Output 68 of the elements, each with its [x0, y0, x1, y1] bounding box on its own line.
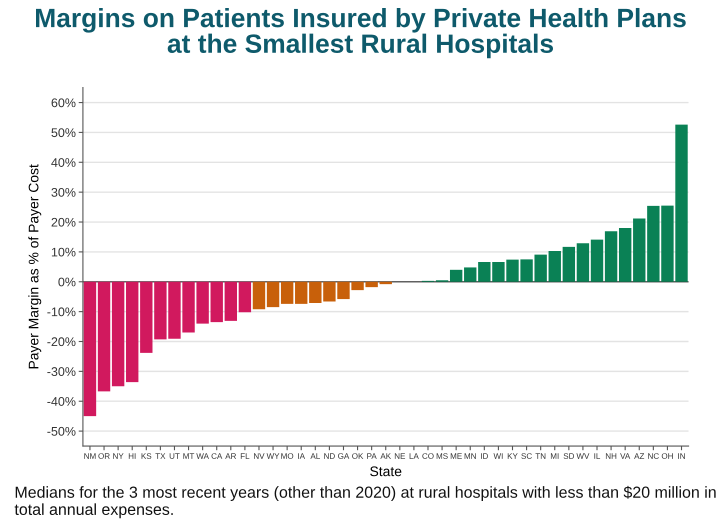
x-tick-label: IL	[594, 453, 600, 459]
x-tick-label: SD	[564, 453, 574, 459]
x-tick-label: MO	[281, 453, 294, 459]
x-tick-label: FL	[240, 453, 250, 459]
x-tick-label: NY	[113, 453, 124, 459]
x-tick-label: IN	[678, 453, 685, 459]
x-tick-label: WY	[266, 453, 280, 459]
y-tick-label: 30%	[51, 188, 76, 197]
x-tick-label: LA	[410, 453, 419, 459]
y-tick-label: -50%	[47, 426, 76, 436]
x-tick-label: UT	[170, 453, 180, 459]
x-tick-label: MS	[436, 453, 448, 459]
x-tick-label: NV	[254, 453, 265, 459]
x-tick-label: ME	[450, 453, 462, 459]
x-tick-label: MT	[183, 453, 194, 459]
x-tick-label: OR	[98, 453, 110, 459]
x-tick-label: AR	[225, 453, 236, 459]
bar	[506, 260, 519, 282]
x-tick-label: NM	[84, 453, 96, 459]
x-tick-label: TX	[155, 453, 166, 459]
bar	[98, 282, 110, 392]
x-tick-label: CA	[212, 453, 222, 459]
x-tick-label: GA	[338, 453, 350, 459]
bar	[337, 282, 350, 300]
y-tick-label: 10%	[52, 248, 76, 257]
x-tick-label: AK	[380, 453, 392, 459]
x-tick-label: WI	[494, 453, 503, 459]
y-tick-label: -40%	[47, 397, 76, 406]
x-tick-label: MN	[464, 453, 476, 459]
x-tick-label: WV	[576, 453, 590, 459]
x-tick-label: VA	[620, 453, 630, 459]
x-tick-label: OK	[352, 453, 364, 459]
x-tick-label: OH	[662, 453, 673, 459]
x-tick-label: IA	[298, 453, 306, 459]
x-tick-label: NH	[606, 453, 616, 459]
x-tick-label: NC	[648, 453, 659, 459]
x-tick-label: PA	[367, 453, 377, 459]
x-tick-label: ID	[481, 453, 488, 459]
y-tick-label: 60%	[52, 98, 76, 108]
x-tick-label: HI	[128, 453, 136, 459]
x-tick-label: KY	[508, 453, 518, 459]
bar	[675, 124, 688, 282]
bar	[182, 282, 195, 333]
y-tick-label: 40%	[51, 158, 76, 167]
bar	[168, 282, 181, 339]
y-axis-title: Payer Margin as % of Payer Cost	[28, 164, 42, 368]
x-tick-label: ND	[324, 453, 335, 459]
x-axis-title: State	[370, 466, 402, 476]
y-tick-label: -10%	[47, 307, 76, 316]
text: Medians for the 3 most recent years (other than 2020) at rural hospitals with less than $20 million in total annual expenses.	[14, 486, 716, 518]
x-tick-label: AL	[310, 453, 320, 459]
y-tick-label: -20%	[47, 337, 76, 346]
x-tick-label: CO	[422, 453, 434, 459]
x-tick-label: MI	[550, 453, 558, 459]
bar	[590, 240, 604, 282]
x-tick-label: KS	[142, 453, 152, 459]
x-tick-label: TN	[535, 453, 546, 459]
y-tick-label: 0%	[58, 278, 76, 286]
chart-title: Margins on Patients Insured by Private Health Plans at the Smallest Rural Hospitals	[36, 8, 686, 58]
x-tick-label: NE	[394, 453, 406, 459]
y-tick-label: -30%	[47, 367, 76, 376]
bar	[84, 282, 96, 416]
x-tick-label: AZ	[634, 453, 644, 459]
x-tick-label: WA	[196, 453, 209, 459]
x-tick-label: SC	[521, 453, 532, 459]
y-tick-label: 20%	[52, 218, 76, 227]
y-tick-label: 50%	[51, 128, 76, 138]
bar	[252, 282, 266, 310]
